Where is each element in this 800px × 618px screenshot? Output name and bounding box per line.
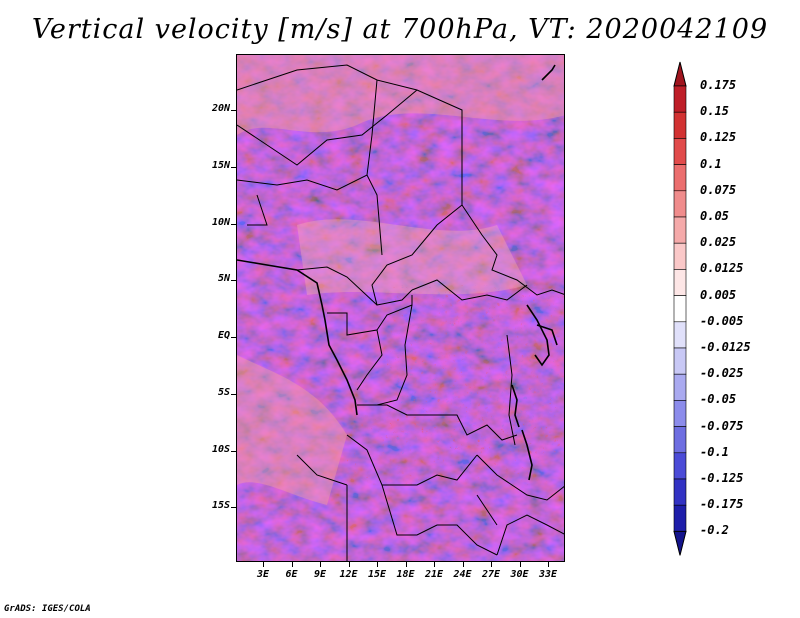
- lat-tick-label: 15S: [211, 500, 230, 512]
- colorbar-segment: [673, 85, 687, 113]
- lat-tick-label: 10S: [211, 443, 230, 455]
- lon-tick-label: 12E: [339, 569, 358, 580]
- map-title: Vertical velocity [m/s] at 700hPa, VT: 2…: [31, 14, 769, 45]
- colorbar-segment: [673, 216, 687, 244]
- lon-tick-label: 15E: [367, 569, 387, 580]
- convective-speckle: [347, 285, 564, 485]
- colorbar-label: 0.005: [700, 287, 737, 302]
- colorbar-label: -0.1: [700, 444, 729, 459]
- lon-tick-mark: [263, 562, 264, 567]
- colorbar-bottom-arrow: [673, 530, 687, 556]
- colorbar-segment: [673, 321, 687, 349]
- lon-tick-label: 6E: [285, 569, 298, 580]
- colorbar-label: -0.025: [700, 366, 744, 381]
- lon-tick-mark: [519, 562, 521, 567]
- colorbar-label: -0.0125: [700, 340, 751, 354]
- ascent-zone-central: [297, 219, 527, 295]
- colorbar-label: -0.005: [700, 313, 744, 328]
- lat-tick-mark: [231, 223, 236, 225]
- colorbar-segment: [673, 138, 687, 165]
- country-boundaries: [237, 64, 564, 561]
- lon-tick-label: 3E: [256, 569, 270, 580]
- colorbar: [673, 61, 687, 556]
- colorbar-segment: [673, 111, 687, 139]
- colorbar-segment: [673, 190, 687, 218]
- lon-tick-label: 27E: [481, 569, 501, 580]
- lon-tick-mark: [348, 562, 350, 567]
- colorbar-segment: [673, 269, 687, 296]
- colorbar-label: 0.175: [700, 78, 737, 92]
- lat-tick-label: 10N: [211, 216, 230, 228]
- lon-tick-label: 9E: [313, 569, 327, 580]
- colorbar-segment: [673, 452, 687, 480]
- ascent-zone-north: [237, 55, 564, 135]
- colorbar-segment: [673, 164, 687, 192]
- colorbar-segment: [673, 242, 687, 270]
- colorbar-label: -0.125: [700, 471, 744, 485]
- ascent-zone-southwest: [237, 355, 347, 505]
- lat-tick-mark: [231, 507, 236, 509]
- lon-tick-label: 33E: [538, 569, 558, 580]
- coastlines-lakes: [237, 64, 558, 481]
- lon-tick-label: 30E: [510, 569, 529, 580]
- colorbar-segment: [673, 295, 687, 323]
- lat-tick-mark: [231, 166, 236, 168]
- lat-tick-label: 5N: [217, 273, 230, 285]
- colorbar-label: -0.175: [700, 497, 744, 512]
- velocity-field-map: [237, 55, 564, 561]
- colorbar-label: 0.0125: [700, 261, 744, 276]
- colorbar-segment: [673, 504, 687, 532]
- colorbar-label: 0.025: [700, 235, 737, 250]
- lon-tick-mark: [434, 562, 435, 567]
- colorbar-label: -0.075: [700, 418, 744, 433]
- lat-tick-label: 15N: [211, 159, 230, 171]
- colorbar-segment: [673, 347, 687, 375]
- lon-tick-mark: [405, 562, 407, 567]
- lat-tick-label: 5S: [217, 386, 230, 398]
- lat-tick-mark: [231, 450, 236, 452]
- lat-tick-label: EQ: [217, 330, 230, 341]
- lon-tick-mark: [320, 562, 321, 567]
- colorbar-label: 0.1: [700, 156, 722, 171]
- colorbar-label: 0.075: [700, 182, 737, 197]
- colorbar-segment: [673, 373, 687, 401]
- colorbar-label: -0.05: [700, 392, 737, 407]
- colorbar-label: -0.2: [700, 523, 729, 538]
- map-plot-area: [236, 54, 565, 562]
- colorbar-top-arrow: [673, 61, 687, 87]
- lon-tick-mark: [291, 562, 293, 567]
- lon-tick-label: 18E: [396, 569, 415, 580]
- colorbar-label: 0.05: [700, 209, 729, 223]
- lon-tick-mark: [462, 562, 464, 567]
- colorbar-segment: [673, 478, 687, 506]
- lat-tick-mark: [231, 110, 236, 111]
- lon-tick-label: 24E: [453, 569, 472, 580]
- colorbar-segment: [673, 400, 687, 427]
- lon-tick-label: 21E: [424, 569, 444, 580]
- lon-tick-mark: [548, 562, 549, 567]
- lat-tick-mark: [231, 280, 236, 282]
- colorbar-segment: [673, 426, 687, 454]
- colorbar-label: 0.15: [700, 104, 729, 119]
- lat-tick-label: 20N: [211, 103, 230, 114]
- lon-tick-mark: [377, 562, 378, 567]
- colorbar-label: 0.125: [700, 130, 737, 145]
- grads-credit: GrADS: IGES/COLA: [4, 604, 91, 614]
- lon-tick-mark: [491, 562, 492, 567]
- lat-tick-mark: [231, 393, 236, 395]
- lat-tick-mark: [231, 337, 236, 338]
